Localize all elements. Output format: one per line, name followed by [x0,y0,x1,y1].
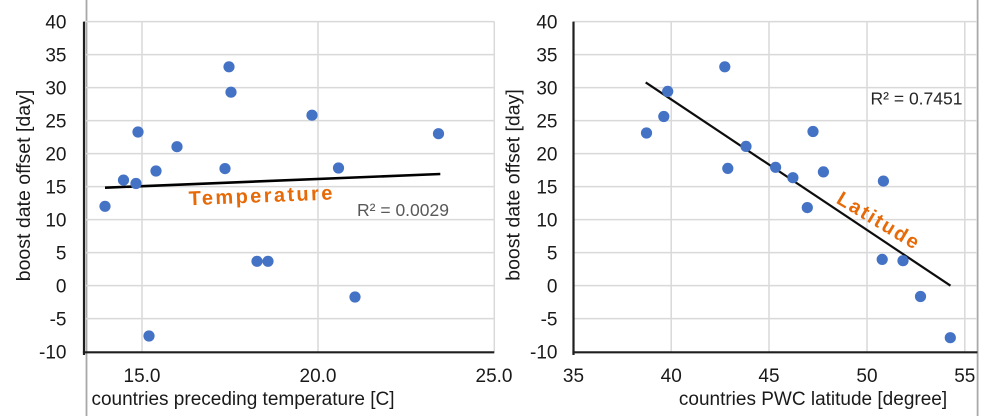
svg-text:0: 0 [56,276,67,297]
svg-text:15: 15 [536,177,557,198]
svg-text:40: 40 [45,12,66,33]
svg-text:R² = 0.0029: R² = 0.0029 [357,200,449,220]
svg-text:55: 55 [954,366,975,387]
svg-text:R² = 0.7451: R² = 0.7451 [871,89,963,109]
svg-text:boost date offset [day]: boost date offset [day] [13,90,35,282]
svg-text:35: 35 [563,366,584,387]
svg-text:45: 45 [758,366,779,387]
svg-text:15.0: 15.0 [124,366,161,387]
svg-text:35: 35 [536,45,557,66]
svg-text:40: 40 [661,366,682,387]
svg-text:35: 35 [45,45,66,66]
svg-text:-10: -10 [530,342,557,363]
svg-text:-5: -5 [541,309,558,330]
svg-text:10: 10 [45,210,66,231]
svg-text:5: 5 [56,243,67,264]
svg-text:20: 20 [536,144,557,165]
svg-text:countries preceding temperatur: countries preceding temperature [C] [91,389,394,410]
svg-text:30: 30 [536,78,557,99]
svg-text:boost date offset [day]: boost date offset [day] [503,89,525,281]
svg-text:5: 5 [547,243,558,264]
svg-text:countries PWC latitude [degree: countries PWC latitude [degree] [679,389,947,410]
svg-text:30: 30 [45,78,66,99]
svg-text:25: 25 [536,111,557,132]
svg-text:50: 50 [856,366,877,387]
svg-text:25.0: 25.0 [476,366,513,387]
svg-text:15: 15 [45,177,66,198]
svg-text:10: 10 [536,210,557,231]
svg-text:25: 25 [45,111,66,132]
svg-text:0: 0 [547,276,558,297]
svg-text:-5: -5 [50,309,67,330]
svg-text:-10: -10 [39,342,66,363]
svg-text:20.0: 20.0 [300,366,337,387]
svg-text:20: 20 [45,144,66,165]
svg-text:40: 40 [536,12,557,33]
